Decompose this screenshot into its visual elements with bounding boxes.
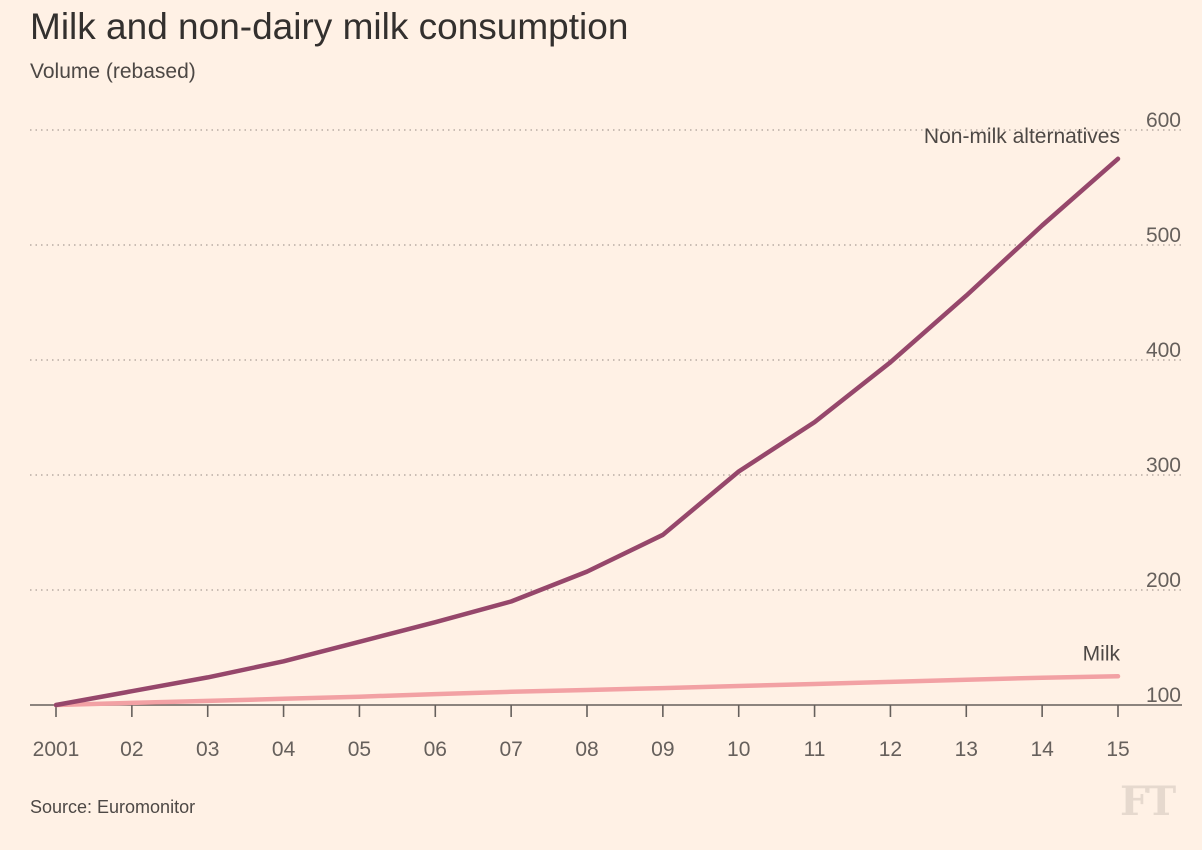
axes: 100 200 300 400 500 600 2001 02 03 04 05 06 07 08 09 10… xyxy=(30,109,1182,761)
series-line-milk xyxy=(53,674,1121,708)
x-tick-label-2012: 12 xyxy=(879,738,902,761)
series-label-non-milk-alternatives: Non-milk alternatives xyxy=(924,125,1120,148)
y-tick-label-300: 300 xyxy=(1146,454,1181,477)
x-tick-label-2013: 13 xyxy=(955,738,978,761)
series-labels: Non-milk alternatives Milk xyxy=(924,125,1121,666)
chart-title: Milk and non-dairy milk consumption xyxy=(30,6,629,47)
y-tick-label-400: 400 xyxy=(1146,339,1181,362)
y-tick-label-600: 600 xyxy=(1146,109,1181,132)
series-line-non-milk-alternatives xyxy=(53,156,1121,708)
x-tick-label-2015: 15 xyxy=(1106,738,1129,761)
chart-subtitle: Volume (rebased) xyxy=(30,60,196,83)
x-tick-label-2014: 14 xyxy=(1030,738,1054,761)
x-tick-label-2009: 09 xyxy=(651,738,674,761)
series-label-milk: Milk xyxy=(1083,642,1121,665)
series-lines xyxy=(53,156,1121,708)
gridlines xyxy=(30,129,1182,591)
x-tick-label-2005: 05 xyxy=(348,738,371,761)
source-note: Source: Euromonitor xyxy=(30,797,196,817)
x-tick-label-2001: 2001 xyxy=(33,738,80,761)
y-tick-label-100: 100 xyxy=(1146,684,1181,707)
x-tick-label-2004: 04 xyxy=(272,738,296,761)
x-tick-label-2006: 06 xyxy=(424,738,447,761)
x-tick-label-2010: 10 xyxy=(727,738,750,761)
x-tick-label-2002: 02 xyxy=(120,738,143,761)
x-tick-label-2007: 07 xyxy=(499,738,522,761)
ft-logo: FT xyxy=(1120,778,1176,825)
y-tick-label-200: 200 xyxy=(1146,569,1181,592)
x-tick-label-2011: 11 xyxy=(804,738,826,761)
y-tick-label-500: 500 xyxy=(1146,224,1181,247)
x-tick-label-2003: 03 xyxy=(196,738,219,761)
x-tick-label-2008: 08 xyxy=(575,738,598,761)
